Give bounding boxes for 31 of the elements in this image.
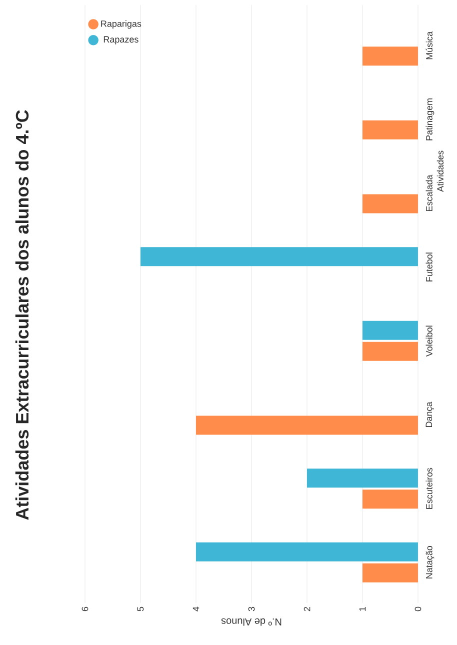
y-tick-label: Natação [426, 546, 434, 578]
bar [306, 468, 418, 488]
y-tick-label: Escalada [426, 174, 432, 212]
legend-label: Raparigas [101, 20, 142, 29]
bar [362, 46, 418, 66]
bar [362, 490, 418, 509]
bar [196, 542, 418, 562]
x-tick-label: 2 [304, 606, 310, 612]
y-tick-label: Escuteiros [426, 468, 432, 509]
y-tick-label: Patinagem [426, 98, 434, 140]
bar [140, 247, 418, 266]
bar [362, 320, 418, 340]
y-tick-label: Futebol [426, 252, 432, 282]
x-tick-label: 4 [192, 606, 200, 612]
text: Atividades Extracurriculares dos alunos do 4.ºC [15, 110, 29, 520]
x-tick-label: 1 [359, 606, 366, 611]
x-tick-label: 0 [414, 606, 422, 612]
x-tick-label: 3 [248, 606, 255, 612]
bar [362, 342, 418, 361]
bar [362, 120, 418, 140]
bar [362, 194, 418, 214]
x-tick-label: 6 [82, 606, 88, 612]
x-axis-title: N.º de Alunos [221, 618, 282, 626]
y-tick-label: Dança [426, 402, 434, 428]
legend-label: Rapazes [104, 36, 138, 44]
y-axis-title: Atividades [436, 150, 444, 192]
bar [362, 563, 418, 582]
y-tick-label: Voleibol [426, 326, 432, 357]
y-tick-label: Música [426, 31, 433, 60]
bar [196, 416, 418, 435]
x-tick-label: 5 [137, 606, 144, 612]
